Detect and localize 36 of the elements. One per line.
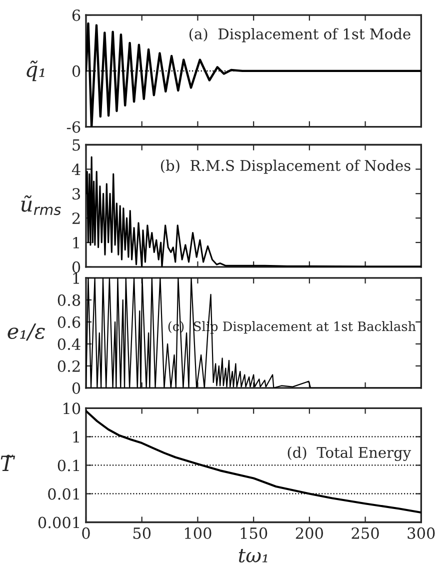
y-tick-label: 0.2: [58, 360, 80, 372]
y-tick-label: 6: [72, 10, 80, 22]
y-tick-label: 0: [72, 261, 80, 273]
y-tick-label: 0: [72, 382, 80, 394]
y-tick-label: 1: [73, 272, 79, 284]
y-tick-label: 0.6: [58, 316, 80, 328]
text: (d) Total Energy: [288, 446, 412, 461]
y-axis-title: q̃₁: [26, 60, 44, 82]
y-tick-label: 0.1: [58, 460, 79, 472]
y-tick-label: 2: [72, 212, 80, 224]
x-tick-label: 50: [133, 527, 151, 539]
x-tick-label: 100: [185, 527, 212, 539]
x-tick-label: 0: [82, 527, 90, 539]
y-tick-label: 10: [64, 402, 80, 414]
y-tick-label: 1: [73, 431, 79, 443]
x-tick-label: 300: [408, 527, 435, 539]
y-axis-title: ũ$_{rms}$: [21, 195, 61, 216]
y-tick-label: 0.001: [38, 516, 79, 528]
text: (a) Displacement of 1st Mode: [189, 28, 410, 42]
y-tick-label: 1: [73, 236, 79, 248]
x-tick-label: 150: [240, 527, 268, 539]
y-tick-label: 3: [72, 188, 80, 200]
y-tick-label: 0: [72, 65, 80, 77]
y-tick-label: 0.8: [58, 294, 80, 306]
y-axis-title: T̃: [0, 454, 16, 471]
y-axis-title: e₁/ε: [8, 323, 45, 341]
y-tick-label: 5: [72, 139, 80, 151]
x-axis-title: tω₁: [238, 549, 268, 563]
x-tick-label: 250: [352, 527, 379, 539]
line-series: [86, 410, 422, 514]
text: (b) R.M.S Displacement of Nodes: [160, 160, 410, 174]
x-tick-label: 200: [296, 527, 323, 539]
y-tick-label: 0.01: [48, 488, 79, 500]
y-tick-label: 4: [72, 164, 80, 175]
y-tick-label: 0.4: [58, 338, 80, 350]
y-tick-label: -6: [66, 121, 80, 133]
